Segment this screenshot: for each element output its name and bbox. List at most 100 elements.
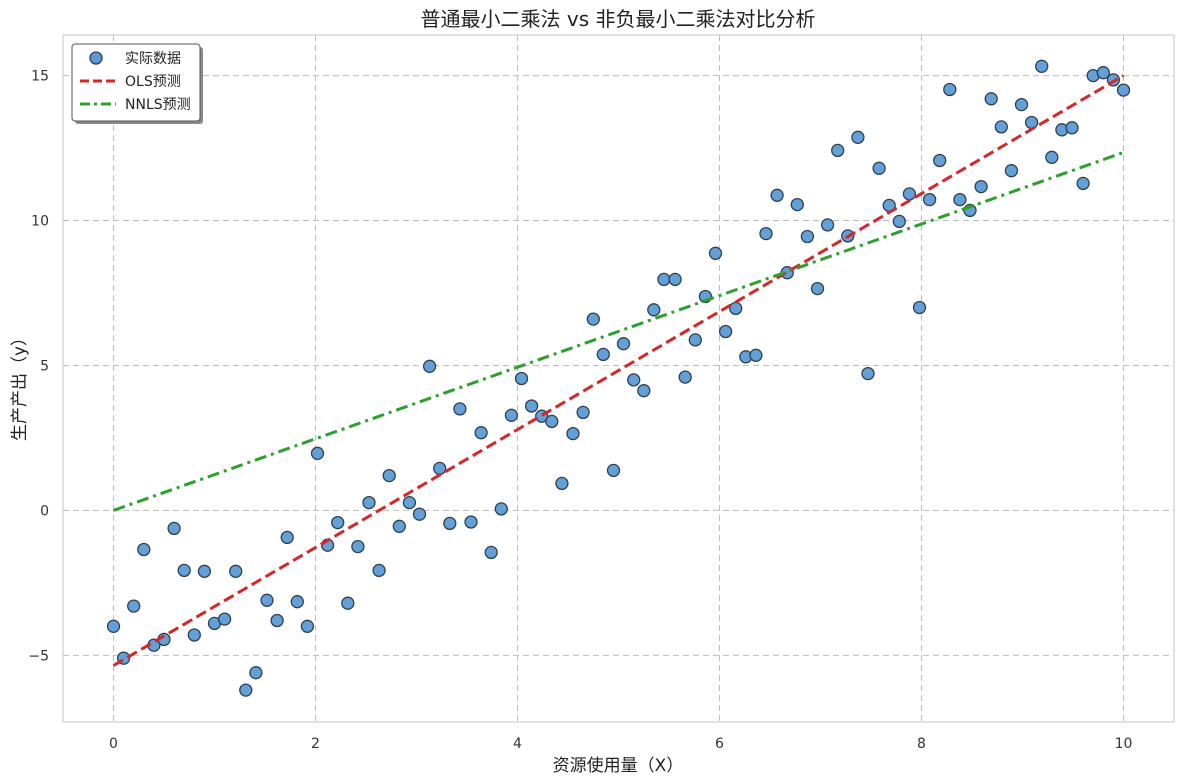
data-point xyxy=(290,595,304,609)
prediction-lines xyxy=(112,74,1125,667)
y-tick-label: −5 xyxy=(28,648,49,664)
data-point xyxy=(974,179,988,194)
data-point xyxy=(372,563,386,578)
data-point xyxy=(1076,176,1090,191)
data-point xyxy=(729,301,743,316)
data-point xyxy=(1045,150,1059,164)
data-point xyxy=(280,530,294,545)
data-point xyxy=(1024,115,1039,130)
data-point xyxy=(260,593,274,607)
data-point xyxy=(810,281,825,296)
data-point xyxy=(137,542,151,557)
data-point xyxy=(596,347,610,362)
data-point xyxy=(249,666,263,680)
data-point xyxy=(229,564,243,578)
data-point xyxy=(678,370,692,384)
data-point xyxy=(708,246,723,260)
data-point xyxy=(433,461,447,476)
data-point xyxy=(331,515,345,530)
data-point xyxy=(422,359,437,373)
data-point xyxy=(800,229,815,244)
data-point xyxy=(1004,164,1019,178)
legend: 实际数据 OLS预测 NNLS预测 xyxy=(71,43,203,124)
data-point xyxy=(872,161,886,175)
data-point xyxy=(616,337,631,351)
data-point xyxy=(484,545,498,560)
data-point xyxy=(820,218,835,232)
data-point xyxy=(831,143,845,158)
data-point xyxy=(197,564,212,578)
data-point xyxy=(1035,59,1049,73)
x-tick-label: 6 xyxy=(715,736,724,752)
data-point xyxy=(851,130,865,144)
data-point xyxy=(504,408,519,422)
data-point xyxy=(1096,66,1110,80)
data-point xyxy=(759,226,773,241)
data-point xyxy=(177,563,191,578)
nnls-prediction-line xyxy=(112,150,1125,512)
legend-label-ols: OLS预测 xyxy=(125,74,181,90)
data-point xyxy=(861,366,875,381)
x-tick-label: 4 xyxy=(513,736,522,752)
data-point xyxy=(657,272,671,287)
data-point xyxy=(606,463,621,478)
data-point xyxy=(443,516,457,531)
y-tick-label: 5 xyxy=(40,358,49,374)
data-point xyxy=(1116,83,1131,97)
data-point xyxy=(586,312,600,326)
data-point xyxy=(637,384,651,398)
y-axis-title: 生产产出（y） xyxy=(10,329,30,441)
data-point xyxy=(382,468,396,483)
legend-label-actual: 实际数据 xyxy=(125,51,181,67)
data-point xyxy=(749,348,763,362)
data-point xyxy=(300,619,315,633)
data-point xyxy=(566,426,580,441)
data-point xyxy=(994,120,1008,134)
data-point xyxy=(953,192,967,207)
data-point xyxy=(402,495,417,510)
data-point xyxy=(1014,97,1029,112)
y-tick-label: 0 xyxy=(40,503,49,519)
data-point xyxy=(106,619,121,633)
data-point xyxy=(524,399,539,413)
data-point xyxy=(933,153,947,168)
plot-area-frame xyxy=(62,34,1175,723)
data-point xyxy=(127,599,141,613)
data-point xyxy=(341,596,355,610)
data-point xyxy=(576,405,590,420)
x-tick-label: 8 xyxy=(917,736,926,752)
y-tick-label: 15 xyxy=(31,69,49,85)
data-point xyxy=(310,446,325,460)
x-tick-label: 2 xyxy=(311,736,320,752)
data-point xyxy=(1065,121,1079,135)
x-tick-label: 10 xyxy=(1115,736,1133,752)
data-point xyxy=(555,476,569,491)
data-point xyxy=(688,333,702,347)
data-point xyxy=(270,613,284,628)
ols-prediction-line xyxy=(112,74,1125,667)
x-axis-title: 资源使用量（X） xyxy=(553,755,684,776)
data-point xyxy=(217,612,232,626)
data-point xyxy=(668,272,682,287)
data-point xyxy=(362,495,376,510)
data-point xyxy=(392,519,406,533)
legend-box xyxy=(71,43,201,122)
data-point xyxy=(412,507,427,521)
data-point xyxy=(902,187,917,201)
data-point xyxy=(464,515,478,529)
axis-tick-labels: 0 2 4 6 8 10 −5 0 5 10 15 xyxy=(28,69,1132,752)
data-point xyxy=(545,414,559,429)
data-point xyxy=(514,371,529,386)
data-point xyxy=(494,502,508,516)
data-point xyxy=(892,214,906,229)
data-point xyxy=(770,188,784,202)
data-point xyxy=(647,303,661,317)
data-point xyxy=(351,539,365,554)
data-point xyxy=(943,82,957,97)
data-point xyxy=(453,402,467,416)
data-point xyxy=(718,324,733,339)
data-point xyxy=(984,92,998,106)
chart-title: 普通最小二乘法 vs 非负最小二乘法对比分析 xyxy=(421,7,816,31)
